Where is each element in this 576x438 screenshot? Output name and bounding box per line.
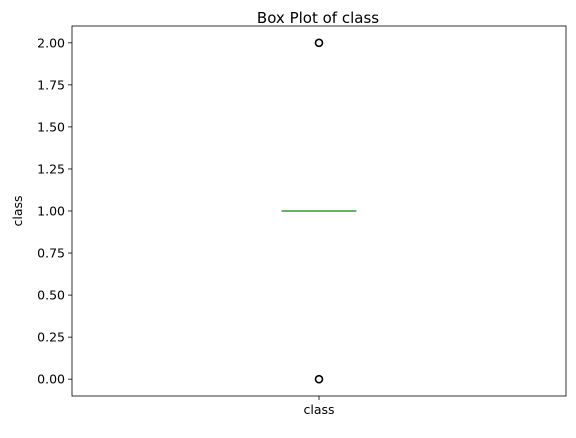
box-group bbox=[282, 39, 356, 382]
outlier-point bbox=[316, 39, 323, 46]
y-tick-label: 1.50 bbox=[37, 119, 65, 134]
y-tick-label: 0.50 bbox=[37, 288, 65, 303]
chart-title: Box Plot of class bbox=[257, 9, 379, 27]
y-axis-label: class bbox=[10, 195, 25, 226]
y-axis-ticks: 0.00 0.25 0.50 0.75 1.00 1.25 1.50 1.75 2.00 bbox=[37, 35, 72, 386]
y-tick-label: 1.00 bbox=[37, 204, 65, 219]
x-axis-ticks: class bbox=[303, 396, 334, 417]
y-tick-label: 0.25 bbox=[37, 330, 65, 345]
y-tick-label: 1.75 bbox=[37, 77, 65, 92]
box-item bbox=[282, 39, 356, 382]
y-tick-label: 1.25 bbox=[37, 161, 65, 176]
x-tick-label: class bbox=[303, 402, 334, 417]
y-tick-label: 2.00 bbox=[37, 35, 65, 50]
y-tick-label: 0.00 bbox=[37, 372, 65, 387]
outlier-point bbox=[316, 376, 323, 383]
y-tick-label: 0.75 bbox=[37, 246, 65, 261]
